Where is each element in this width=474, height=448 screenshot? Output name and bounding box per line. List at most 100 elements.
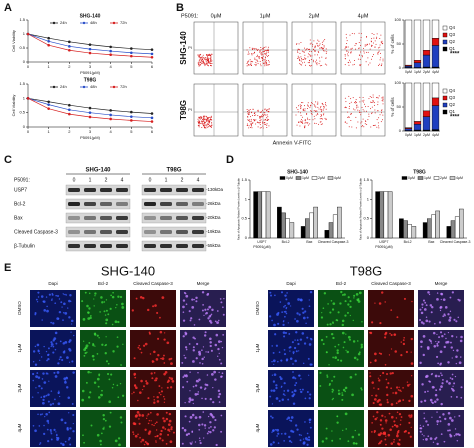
cell	[184, 346, 188, 349]
cell	[198, 415, 202, 419]
event-dot	[363, 50, 365, 52]
y-tick-label: 50	[397, 41, 402, 46]
event-dot	[257, 126, 259, 128]
cell	[141, 438, 145, 442]
cell	[347, 296, 350, 299]
cell	[282, 331, 286, 334]
cell	[455, 362, 458, 365]
cell	[217, 395, 220, 398]
cell	[220, 430, 223, 433]
event-dot	[297, 108, 299, 110]
cell	[379, 403, 383, 406]
cell	[274, 333, 277, 336]
event-dot	[361, 121, 363, 123]
point	[130, 54, 133, 58]
cell	[216, 310, 219, 312]
event-dot	[247, 53, 249, 55]
event-dot	[314, 54, 316, 56]
point	[68, 103, 71, 107]
event-dot	[316, 59, 318, 61]
event-dot	[297, 48, 299, 50]
cell	[56, 433, 58, 436]
cell	[275, 344, 278, 347]
event-dot	[200, 121, 202, 123]
point	[150, 116, 154, 120]
event-dot	[209, 55, 211, 57]
blot-strip	[141, 240, 207, 252]
cell	[182, 311, 185, 313]
cell	[407, 431, 410, 435]
cell	[135, 414, 138, 417]
event-dot	[260, 51, 262, 53]
cell	[198, 437, 201, 439]
cell	[73, 334, 75, 337]
event-dot	[267, 46, 269, 48]
cell	[163, 419, 166, 423]
event-dot	[309, 50, 311, 52]
cell	[153, 372, 156, 374]
cell	[209, 337, 212, 341]
blot-band	[84, 202, 96, 206]
cell	[292, 402, 296, 406]
event-dot	[318, 57, 320, 59]
cell	[449, 377, 452, 379]
event-dot	[316, 62, 318, 64]
cell	[283, 440, 285, 442]
cell	[400, 341, 403, 343]
cell	[58, 358, 61, 361]
event-dot	[268, 108, 270, 110]
cell	[357, 298, 360, 300]
cell	[386, 398, 389, 401]
y-tick-label: 0.5	[363, 216, 369, 221]
event-dot	[325, 105, 327, 107]
cell	[158, 385, 161, 387]
cell	[155, 377, 158, 380]
cell	[297, 342, 300, 346]
event-dot	[358, 42, 360, 44]
cell	[373, 430, 376, 433]
cell	[52, 351, 55, 354]
event-dot	[206, 55, 208, 57]
cell	[433, 344, 437, 348]
blot-band	[100, 188, 112, 192]
cell	[280, 385, 283, 388]
event-dot	[210, 57, 212, 59]
cell	[46, 309, 49, 313]
event-dot	[325, 119, 327, 121]
event-dot	[249, 108, 251, 110]
cell	[60, 442, 63, 445]
cell	[218, 392, 222, 396]
event-dot	[264, 123, 266, 125]
cell	[390, 403, 394, 406]
event-dot	[266, 54, 268, 56]
cell	[392, 392, 394, 394]
row-label: 2μM	[255, 383, 260, 392]
cell	[149, 353, 152, 355]
cell	[352, 340, 356, 343]
event-dot	[299, 120, 301, 122]
event-dot	[321, 46, 323, 48]
cell	[182, 305, 185, 309]
event-dot	[299, 52, 301, 54]
cell	[277, 432, 280, 435]
cell	[189, 416, 193, 419]
event-dot	[198, 120, 200, 122]
cell	[373, 398, 377, 401]
cell	[422, 425, 425, 428]
event-dot	[205, 127, 207, 129]
event-dot	[205, 119, 207, 121]
legend-swatch	[433, 176, 440, 180]
cell	[68, 438, 70, 441]
cell	[165, 411, 168, 414]
event-dot	[326, 51, 328, 53]
cell	[387, 382, 390, 385]
cell	[220, 301, 223, 304]
event-dot	[205, 115, 207, 117]
x-tick-label: 4	[110, 129, 113, 134]
cell	[198, 318, 201, 321]
panel-label: A	[4, 2, 12, 14]
event-dot	[355, 43, 357, 45]
event-dot	[256, 49, 258, 51]
cell	[460, 386, 463, 389]
cell	[55, 342, 58, 345]
